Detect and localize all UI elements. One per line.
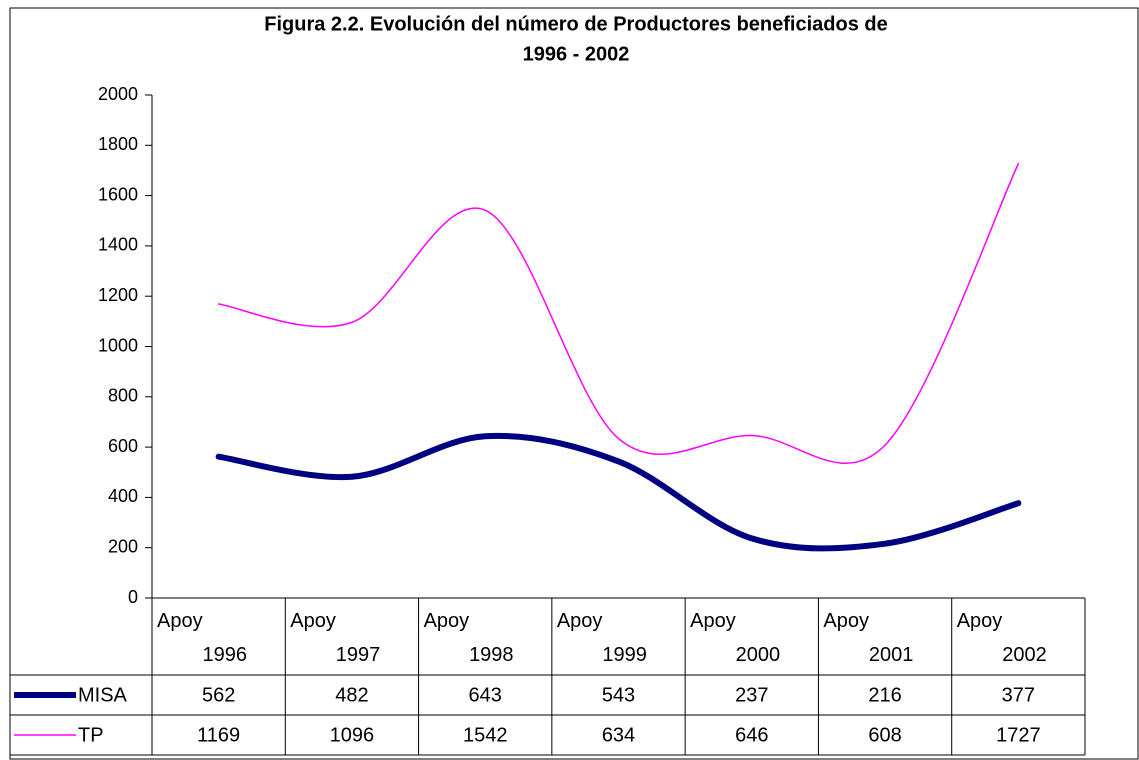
x-category-cell: Apoy 2001 <box>823 610 914 666</box>
x-tick-label: Apoy 2002 <box>956 610 1047 666</box>
table-value: 608 <box>868 724 901 746</box>
y-tick-label: 1000 <box>98 335 138 355</box>
y-tick-label: 800 <box>108 386 138 406</box>
table-value: 543 <box>602 684 635 706</box>
x-category-cell: Apoy 2000 <box>690 610 781 666</box>
table-value: 1169 <box>197 724 240 746</box>
legend-label: TP <box>78 724 104 746</box>
y-tick-label: 0 <box>128 587 138 607</box>
y-tick-label: 200 <box>108 536 138 556</box>
chart-title: Figura 2.2. Evolución del número de Prod… <box>264 13 887 35</box>
y-tick-label: 1600 <box>98 184 138 204</box>
table-value: 643 <box>469 684 502 706</box>
table-value: 1096 <box>330 724 375 746</box>
x-category-cell: Apoy 1996 <box>157 610 247 666</box>
x-category-cell: Apoy 1997 <box>290 610 381 666</box>
table-value: 482 <box>335 684 368 706</box>
table-value: 377 <box>1002 684 1035 706</box>
x-tick-label: Apoy 2000 <box>690 610 781 666</box>
x-tick-label: Apoy 1998 <box>423 610 514 666</box>
table-value: 1727 <box>996 724 1041 746</box>
x-category-cell: Apoy 1999 <box>556 610 647 666</box>
table-value: 216 <box>868 684 901 706</box>
x-tick-label: Apoy 2001 <box>823 610 914 666</box>
x-category-cell: Apoy 2002 <box>956 610 1047 666</box>
chart-frame <box>9 7 1139 760</box>
x-tick-label: Apoy 1997 <box>290 610 381 666</box>
chart-title: 1996 - 2002 <box>523 43 630 65</box>
y-tick-label: 2000 <box>98 84 138 104</box>
x-category-cell: Apoy 1998 <box>423 610 514 666</box>
table-value: 634 <box>602 724 635 746</box>
y-tick-label: 400 <box>108 486 138 506</box>
y-tick-label: 1200 <box>98 285 138 305</box>
y-tick-label: 1800 <box>98 134 138 154</box>
table-value: 1542 <box>463 724 508 746</box>
table-value: 562 <box>202 684 235 706</box>
table-value: 646 <box>735 724 768 746</box>
legend-label: MISA <box>78 684 128 706</box>
x-tick-label: Apoy 1996 <box>157 610 247 666</box>
table-value: 237 <box>735 684 768 706</box>
y-tick-label: 600 <box>108 436 138 456</box>
series-line <box>217 162 1020 464</box>
x-tick-label: Apoy 1999 <box>556 610 647 666</box>
y-tick-label: 1400 <box>98 235 138 255</box>
series-line <box>215 432 1022 552</box>
